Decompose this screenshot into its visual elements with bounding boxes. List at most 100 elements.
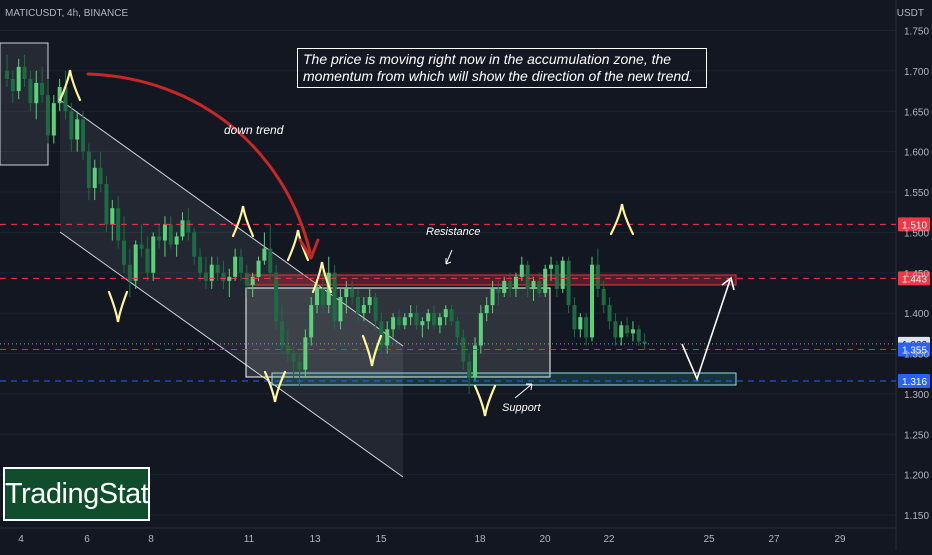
candle-body (279, 321, 284, 346)
peak-mark (231, 205, 255, 238)
candle-body (379, 321, 384, 346)
candle-body (478, 313, 483, 346)
x-tick-label: 15 (375, 534, 387, 545)
candle-body (601, 288, 606, 306)
x-tick-label: 20 (539, 534, 551, 545)
candle-body (127, 264, 132, 281)
candle-body (584, 317, 589, 338)
price-tag-bg (898, 217, 930, 232)
price-tag-bg (898, 342, 930, 357)
candle-body (607, 305, 612, 322)
y-tick-label: 1.550 (904, 188, 929, 199)
candle-body (297, 361, 302, 370)
candle-body (122, 240, 126, 265)
candle-body (174, 236, 179, 245)
channel-fill (60, 100, 403, 477)
candle-body (414, 313, 419, 326)
price-tag-bg (898, 373, 930, 388)
candle-body (186, 220, 191, 233)
candle-body (309, 305, 314, 338)
candle-body (139, 244, 144, 249)
candle-body (98, 167, 103, 184)
candle-body (262, 248, 267, 261)
x-tick-label: 29 (834, 534, 846, 545)
candle-body (40, 82, 45, 96)
y-tick-label: 1.150 (904, 511, 929, 522)
candle-body (303, 337, 308, 370)
candle-body (367, 297, 372, 306)
candle-body (75, 119, 80, 140)
candle-body (361, 305, 366, 314)
currency-label: USDT (896, 8, 924, 19)
peak-mark (311, 261, 333, 294)
candle-body (356, 297, 360, 314)
candle-body (28, 78, 33, 104)
support-pointer (514, 383, 533, 399)
support-label: Support (502, 402, 541, 414)
trough-mark (361, 334, 383, 367)
candle-body (110, 208, 115, 225)
candle-body (320, 288, 325, 306)
candles (5, 54, 647, 394)
projection-arrow (681, 279, 731, 382)
symbol-title[interactable]: MATICUSDT, 4h, BINANCE (5, 8, 129, 19)
support-zone (271, 372, 737, 386)
candle-body (595, 264, 600, 289)
candle-body (315, 288, 320, 306)
candle-body (5, 70, 9, 79)
trend-arrow (86, 72, 312, 254)
candle-body (69, 111, 74, 140)
resistance-label: Resistance (426, 226, 480, 238)
resistance-pointer (445, 249, 453, 265)
x-tick-label: 18 (474, 534, 486, 545)
candle-body (619, 325, 624, 338)
trough-mark (473, 384, 497, 417)
candle-body (613, 321, 618, 338)
candle-body (484, 305, 489, 314)
y-tick-label: 1.300 (904, 390, 929, 401)
candle-body (642, 341, 647, 344)
candle-body (420, 321, 425, 326)
time-axis[interactable]: 4 6 8 11 13 15 18 20 22 25 27 29 (0, 527, 896, 545)
x-tick-label: 25 (703, 534, 715, 545)
candle-body (625, 325, 630, 334)
candle-body (86, 151, 91, 188)
x-tick-label: 22 (603, 534, 615, 545)
candle-body (473, 345, 477, 378)
y-tick-label: 1.350 (904, 350, 929, 361)
trough-mark (263, 370, 287, 403)
candle-body (133, 244, 138, 281)
price-tag-label: 1.316 (902, 377, 927, 388)
candle-body (92, 167, 97, 188)
candle-body (519, 264, 524, 277)
candle-body (467, 361, 472, 378)
candle-body (496, 288, 501, 293)
candle-body (116, 208, 121, 241)
peak-mark (58, 69, 82, 102)
candle-body (432, 313, 437, 326)
candle-body (63, 87, 68, 112)
price-axis[interactable]: 1.5101.4431.3621.3551.3161.7501.7001.650… (898, 27, 930, 523)
down-trend-label: down trend (224, 123, 284, 137)
candle-body (10, 78, 15, 92)
y-tick-label: 1.450 (904, 269, 929, 280)
candle-body (192, 232, 197, 257)
candle-body (338, 297, 343, 322)
candle-body (578, 317, 583, 330)
price-tag-label: 1.355 (902, 346, 927, 357)
candle-body (490, 288, 495, 306)
price-tag-label: 1.443 (902, 274, 927, 285)
x-tick-label: 4 (18, 534, 24, 545)
x-tick-label: 13 (309, 534, 321, 545)
candle-body (560, 260, 565, 289)
candle-body (22, 66, 27, 79)
candle-body (385, 329, 390, 346)
y-tick-label: 1.650 (904, 107, 929, 118)
candle-body (151, 236, 156, 273)
candle-body (554, 264, 559, 289)
pivot-marks (58, 69, 735, 417)
accumulation-zone (245, 287, 551, 378)
peak-mark (609, 203, 635, 236)
candle-body (250, 276, 255, 285)
